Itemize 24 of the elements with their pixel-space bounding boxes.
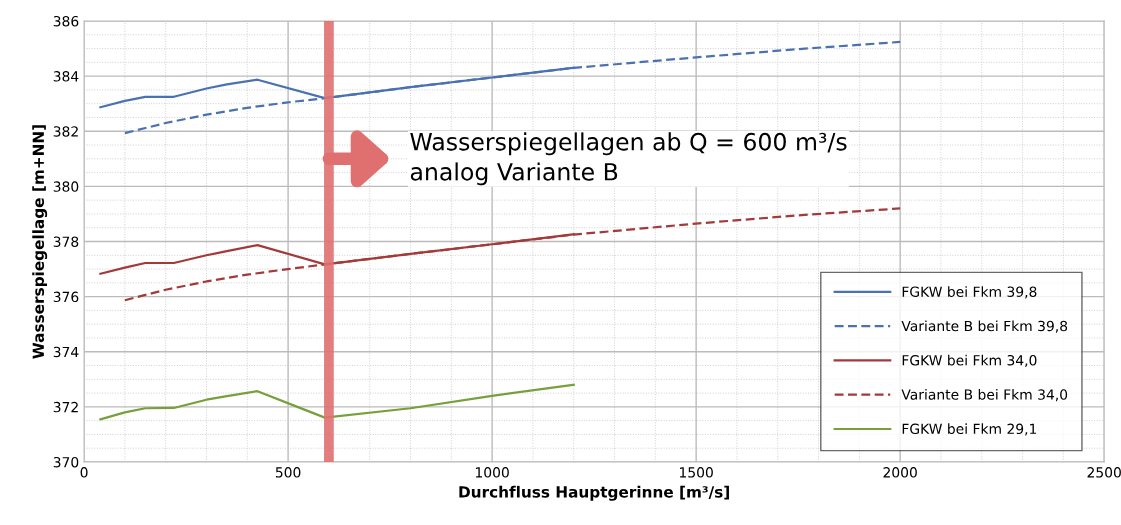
- annotation: Wasserspiegellagen ab Q = 600 m³/s analog Variante B: [410, 132, 847, 186]
- line-series: [99, 383, 575, 421]
- y-tick-label: 372: [53, 401, 78, 413]
- y-tick-label: 374: [53, 346, 79, 358]
- y-tick-label: 378: [53, 236, 79, 247]
- y-axis-title: Wasserspiegellage [m+NN]: [32, 125, 48, 359]
- x-axis-title: Durchfluss Hauptgerinne [m³/s]: [459, 485, 729, 501]
- legend-label: FGKW bei Fkm 34,0: [902, 354, 1037, 367]
- x-tick-label: 1000: [475, 467, 509, 478]
- y-tick-label: 384: [53, 71, 79, 82]
- y-tick-label: 380: [53, 181, 79, 192]
- x-tick-label: 0: [80, 467, 88, 478]
- x-tick-label: 1500: [679, 467, 713, 478]
- legend-label: Variante B bei Fkm 34,0: [901, 389, 1068, 402]
- y-tick-label: 376: [53, 291, 79, 303]
- x-tick-label: 2000: [883, 467, 917, 478]
- legend-label: FGKW bei Fkm 29,1: [902, 423, 1037, 436]
- y-tick-label: 382: [53, 126, 78, 137]
- x-tick-label: 500: [275, 467, 301, 478]
- y-tick-label: 386: [53, 15, 79, 27]
- legend-label: Variante B bei Fkm 39,8: [901, 320, 1068, 333]
- legend-label: FGKW bei Fkm 39,8: [902, 286, 1037, 299]
- y-tick-label: 370: [53, 456, 79, 468]
- x-tick-label: 2500: [1087, 467, 1121, 478]
